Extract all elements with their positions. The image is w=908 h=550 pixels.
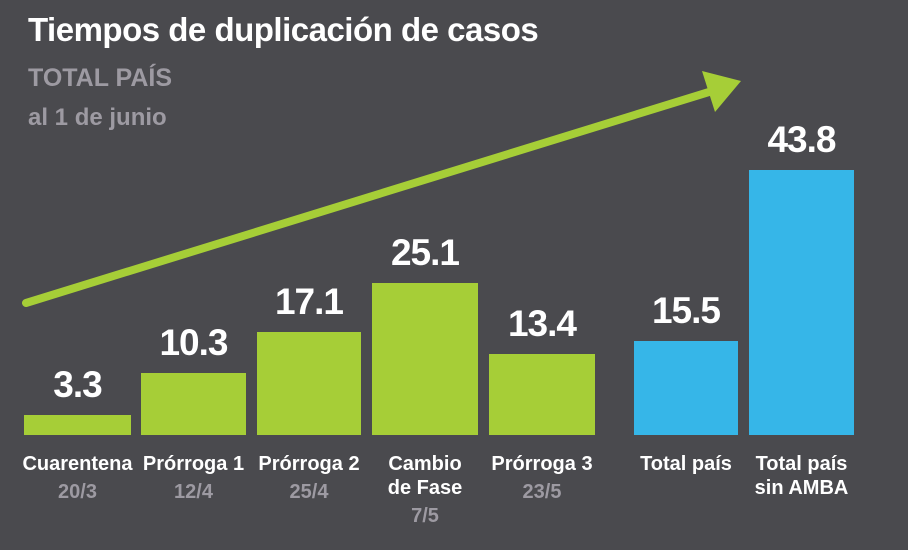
bar-date-label: 12/4 xyxy=(174,481,213,503)
bar-date-label: 20/3 xyxy=(58,481,97,503)
bar-date-label: 23/5 xyxy=(522,481,562,503)
bar-value-label: 15.5 xyxy=(651,290,721,331)
bar-2 xyxy=(141,373,246,435)
bar-category-label: Cuarentena 20/3 xyxy=(5,452,151,503)
bar-category-label: Prórroga 3 23/5 xyxy=(469,452,615,503)
bar-category-label: Prórroga 2 25/4 xyxy=(236,452,382,503)
bar-5 xyxy=(489,354,595,435)
bar-value-label: 25.1 xyxy=(390,232,460,273)
bar-date-label: 25/4 xyxy=(289,481,329,503)
chart-date-note: al 1 de junio xyxy=(28,104,167,131)
bar-value-label: 17.1 xyxy=(274,281,344,322)
bar-category-label: Total país sin AMBA xyxy=(754,453,849,499)
bar-1 xyxy=(24,415,131,435)
bar-value-label: 43.8 xyxy=(767,119,836,160)
bar-category-label: Total país xyxy=(640,453,732,475)
header: Tiempos de duplicación de casos TOTAL PA… xyxy=(28,10,539,132)
bar-7 xyxy=(749,170,854,435)
bar-6 xyxy=(634,341,738,435)
bar-category-label: Cambio de Fase 7/5 xyxy=(352,452,498,527)
bar-date-label: 7/5 xyxy=(411,505,439,527)
bar-4 xyxy=(372,283,478,435)
chart-subtitle: TOTAL PAÍS xyxy=(28,64,172,92)
bar-value-label: 3.3 xyxy=(53,364,102,405)
chart-title: Tiempos de duplicación de casos xyxy=(28,11,539,48)
bar-3 xyxy=(257,332,361,435)
bar-value-label: 10.3 xyxy=(159,322,228,363)
bar-category-label: Prórroga 1 12/4 xyxy=(121,452,267,503)
bar-value-label: 13.4 xyxy=(507,303,577,344)
